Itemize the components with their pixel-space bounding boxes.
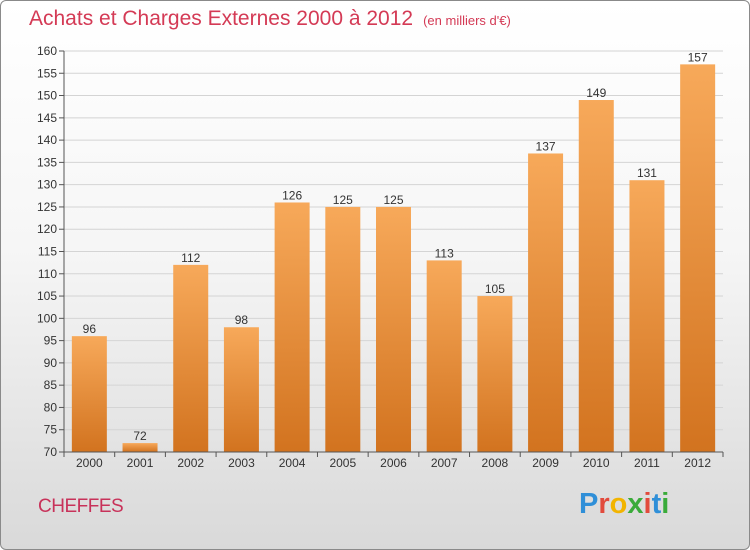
bar-value-label: 98 xyxy=(235,313,249,327)
x-tick-label: 2003 xyxy=(228,456,255,470)
x-tick-label: 2004 xyxy=(279,456,306,470)
y-tick-label: 80 xyxy=(44,400,58,414)
bar-value-label: 112 xyxy=(181,251,200,265)
logo-letter: o xyxy=(609,488,628,520)
bar-value-label: 149 xyxy=(586,86,606,100)
y-axis: 70 75 80 85 90 95 100 105 110 115 120 125 130 135 140 1… xyxy=(37,44,65,459)
bar-value-label: 96 xyxy=(83,322,97,336)
bar-2010 xyxy=(578,100,614,452)
logo-letter: i xyxy=(661,488,670,520)
bar-value-label: 72 xyxy=(133,429,147,443)
y-tick-label: 120 xyxy=(37,222,57,236)
y-tick-label: 155 xyxy=(37,66,57,80)
logo-letter: r xyxy=(598,488,610,520)
y-tick-label: 110 xyxy=(38,267,57,281)
x-tick-label: 2010 xyxy=(583,456,610,470)
x-tick-label: 2002 xyxy=(177,456,204,470)
bar-2003 xyxy=(223,327,259,452)
y-tick-label: 100 xyxy=(37,311,57,325)
logo-letter: x xyxy=(627,488,644,520)
bar-value-label: 137 xyxy=(536,139,556,153)
bar-2006 xyxy=(376,206,411,452)
chart-subtitle: (en milliers d'€) xyxy=(423,13,511,28)
bar-2011 xyxy=(629,180,665,452)
y-tick-label: 160 xyxy=(37,44,57,58)
x-tick-label: 2001 xyxy=(127,456,154,470)
chart-title-text: Achats et Charges Externes 2000 à 2012 xyxy=(29,7,414,30)
logo-letter: i xyxy=(643,488,652,520)
bar-value-label: 113 xyxy=(435,246,454,260)
x-tick-label: 2006 xyxy=(380,456,407,470)
bar-2008 xyxy=(477,296,513,452)
bar-2009 xyxy=(528,153,564,452)
x-axis: 2000 2001 2002 2003 2004 2005 2006 2007 2008 2009… xyxy=(63,451,724,470)
bar-2012 xyxy=(680,64,716,452)
bar-value-label: 131 xyxy=(637,166,657,180)
x-tick-label: 2011 xyxy=(634,456,660,470)
bar-2001 xyxy=(122,443,158,452)
bar-2004 xyxy=(274,202,310,452)
x-tick-label: 2007 xyxy=(431,456,458,470)
y-tick-label: 95 xyxy=(44,334,58,348)
bars: 96 72 112 98 126 125 125 113 105 137 149 131 157 xyxy=(71,50,716,452)
y-tick-label: 75 xyxy=(44,423,58,437)
chart-title: Achats et Charges Externes 2000 à 2012 (e… xyxy=(29,7,511,31)
y-tick-label: 130 xyxy=(37,178,57,192)
y-tick-label: 105 xyxy=(37,289,57,303)
bar-2007 xyxy=(426,260,462,452)
proxiti-logo: Proxiti xyxy=(579,488,669,521)
y-tick-label: 140 xyxy=(37,133,57,147)
bar-2000 xyxy=(71,336,107,452)
logo-letter: t xyxy=(651,488,662,520)
y-tick-label: 90 xyxy=(44,356,58,370)
bar-value-label: 105 xyxy=(485,282,505,296)
x-tick-label: 2008 xyxy=(482,456,509,470)
commune-name: CHEFFES xyxy=(38,496,124,517)
x-tick-label: 2000 xyxy=(76,456,103,470)
y-tick-label: 145 xyxy=(37,111,57,125)
y-tick-label: 85 xyxy=(44,378,58,392)
x-tick-label: 2005 xyxy=(329,456,356,470)
bar-value-label: 126 xyxy=(282,188,302,202)
y-tick-label: 70 xyxy=(44,445,58,459)
y-tick-label: 125 xyxy=(37,200,57,214)
y-tick-label: 150 xyxy=(37,89,57,103)
y-tick-label: 115 xyxy=(38,245,57,259)
logo-letter: P xyxy=(579,488,599,520)
bar-value-label: 125 xyxy=(333,193,353,207)
x-tick-label: 2012 xyxy=(684,456,711,470)
x-tick-label: 2009 xyxy=(532,456,559,470)
y-tick-label: 135 xyxy=(37,155,57,169)
bar-value-label: 125 xyxy=(383,193,403,207)
bar-value-label: 157 xyxy=(688,50,708,64)
bar-2005 xyxy=(325,206,361,452)
bar-2002 xyxy=(173,264,209,452)
